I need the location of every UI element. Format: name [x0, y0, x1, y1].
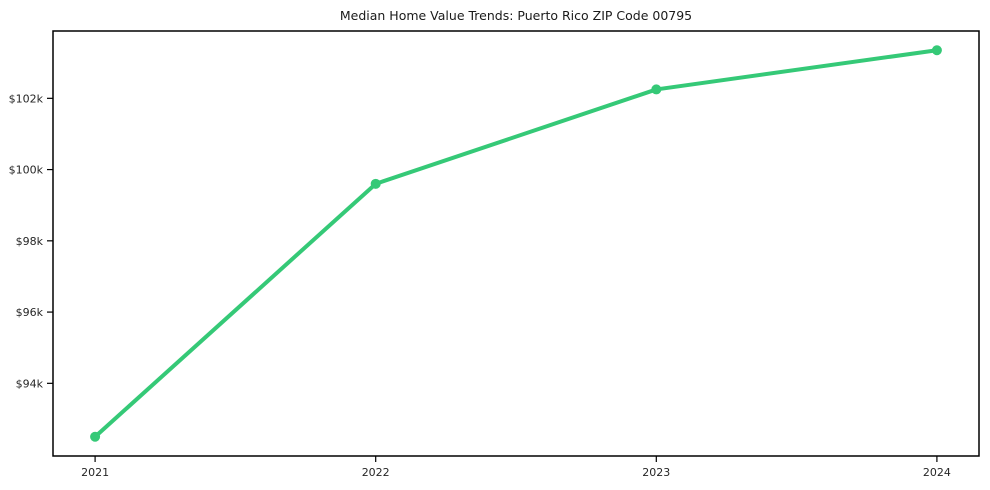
y-tick-label: $102k	[9, 92, 44, 105]
y-tick-label: $96k	[16, 306, 44, 319]
plot-frame	[52, 30, 980, 457]
x-tick-label: 2021	[81, 466, 109, 479]
data-point-marker	[651, 84, 662, 95]
y-tick-label: $98k	[16, 235, 44, 248]
data-point-marker	[370, 178, 381, 189]
x-tick-label: 2022	[362, 466, 390, 479]
x-tick-label: 2023	[642, 466, 670, 479]
chart-title: Median Home Value Trends: Puerto Rico ZI…	[339, 8, 693, 23]
data-point-marker	[931, 45, 942, 56]
x-tick-label: 2024	[923, 466, 951, 479]
data-point-marker	[90, 431, 101, 442]
trend-line	[93, 48, 939, 439]
y-tick-label: $100k	[9, 164, 44, 177]
y-tick-label: $94k	[16, 377, 44, 390]
